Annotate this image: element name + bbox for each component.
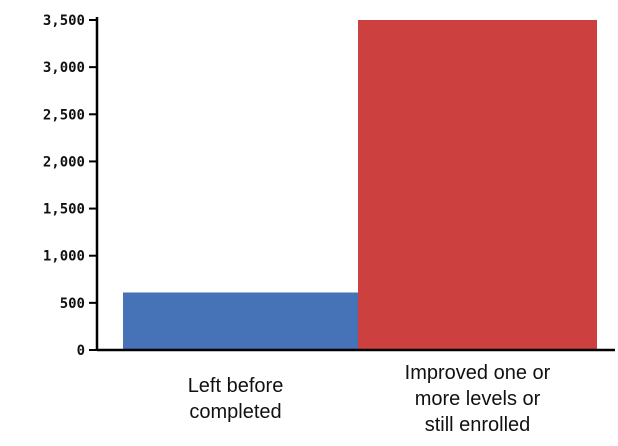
x-category-label-line: Left before	[188, 375, 284, 397]
x-category-label-line: still enrolled	[425, 414, 531, 436]
y-tick-label: 500	[60, 296, 85, 312]
y-tick-label: 1,000	[43, 249, 85, 265]
bar	[123, 292, 358, 350]
y-tick-label: 2,500	[43, 107, 85, 123]
y-axis-ticks: 0 500 1,000 1,500 2,000 2,500 3,000 3,500	[43, 13, 97, 359]
x-category-label: Left before completed	[188, 375, 284, 423]
y-tick-label: 0	[77, 343, 85, 359]
bars	[123, 20, 597, 350]
x-category-label-line: Improved one or	[405, 362, 551, 384]
bar	[358, 20, 597, 350]
y-tick-label: 3,000	[43, 60, 85, 76]
x-axis-category-labels: Left before completed Improved one or more …	[188, 362, 551, 436]
x-category-label: Improved one or more levels or still enrol…	[405, 362, 551, 436]
x-category-label-line: completed	[189, 401, 281, 423]
y-tick-label: 3,500	[43, 13, 85, 29]
y-tick-label: 2,000	[43, 154, 85, 170]
x-category-label-line: more levels or	[415, 388, 541, 410]
y-tick-label: 1,500	[43, 202, 85, 218]
